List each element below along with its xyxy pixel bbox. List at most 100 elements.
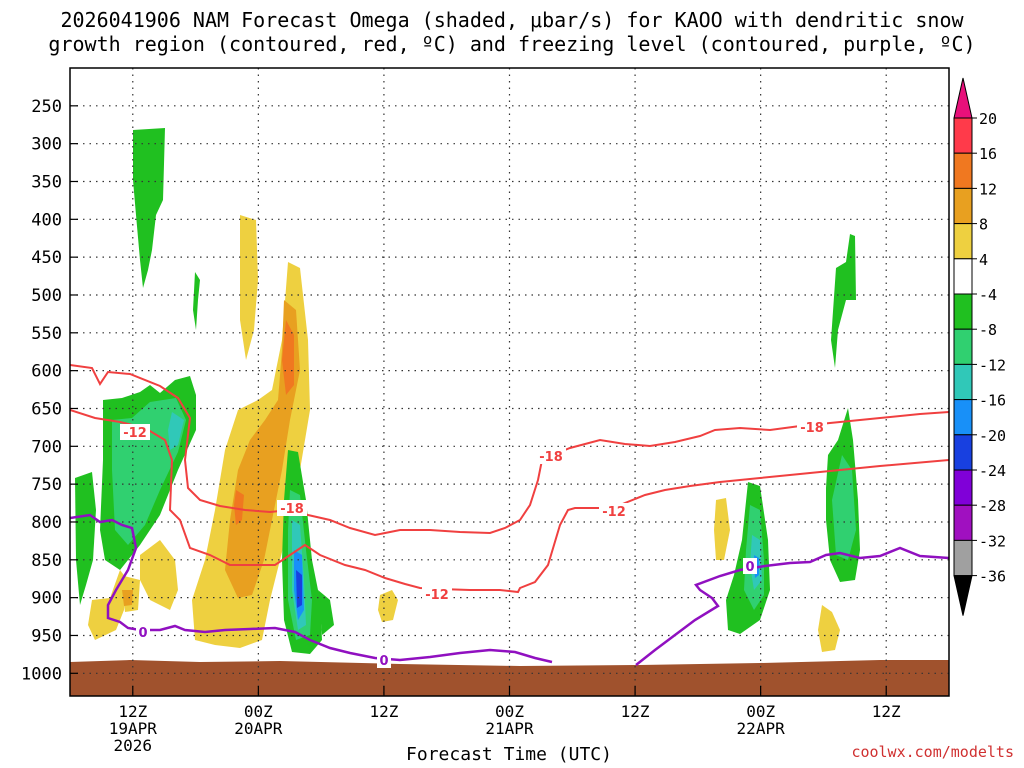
ground-fill — [70, 660, 949, 696]
x-tick-label-5-0: 00Z — [746, 702, 775, 721]
colorbar-label-11: -28 — [979, 497, 1006, 515]
colorbar-label-13: -36 — [979, 568, 1006, 586]
omega-shade — [133, 128, 165, 288]
contour-label-bg-2 — [599, 503, 629, 519]
colorbar-swatch-1 — [953, 152, 973, 189]
y-tick-label-8: 650 — [31, 399, 62, 419]
omega-shade — [225, 300, 300, 598]
x-tick-label-6-0: 12Z — [872, 702, 901, 721]
contour-label-dgz_minus12-2: -12 — [602, 505, 626, 520]
y-tick-label-14: 950 — [31, 626, 62, 646]
x-tick-label-1-0: 00Z — [244, 702, 273, 721]
contour-label-bg-5 — [797, 419, 827, 435]
contour-label-dgz_minus18-4: -18 — [539, 450, 563, 465]
contour-label-freezing-8: 0 — [745, 560, 754, 575]
x-tick-label-0-1: 19APR — [109, 719, 158, 738]
omega-shade — [240, 215, 258, 360]
colorbar-bottom-triangle — [953, 575, 973, 616]
x-tick-label-1-1: 20APR — [234, 719, 283, 738]
colorbar-label-10: -24 — [979, 462, 1006, 480]
omega-shade — [318, 590, 334, 635]
y-tick-label-13: 900 — [31, 589, 62, 609]
colorbar-swatch-3 — [953, 223, 973, 260]
colorbar-swatch-7 — [953, 363, 973, 401]
omega-shade — [122, 590, 133, 606]
contour-label-bg-0 — [120, 424, 150, 440]
x-tick-label-3-0: 00Z — [495, 702, 524, 721]
plot-area — [70, 68, 949, 696]
x-tick-label-5-1: 22APR — [737, 719, 786, 738]
y-tick-label-5: 500 — [31, 286, 62, 306]
contour-label-bg-6 — [136, 624, 150, 640]
chart-title-line1: 2026041906 NAM Forecast Omega (shaded, μ… — [60, 8, 964, 32]
colorbar-label-8: -16 — [979, 392, 1006, 410]
contour-label-dgz_minus12-1: -12 — [425, 588, 449, 603]
omega-shade — [831, 234, 856, 368]
y-tick-label-9: 700 — [31, 437, 62, 457]
omega-shade — [282, 320, 294, 395]
contour-label-freezing-7: 0 — [379, 654, 388, 669]
y-tick-label-11: 800 — [31, 513, 62, 533]
contour-label-freezing-6: 0 — [138, 626, 147, 641]
colorbar-swatch-0 — [953, 117, 973, 154]
colorbar-swatch-4 — [953, 258, 973, 295]
y-tick-label-7: 600 — [31, 362, 62, 382]
colorbar-swatch-2 — [953, 187, 973, 225]
colorbar-top-triangle — [953, 77, 973, 119]
x-axis-title: Forecast Time (UTC) — [406, 744, 612, 765]
chart-title-line2: growth region (contoured, red, ºC) and f… — [48, 32, 976, 56]
colorbar-swatch-11 — [953, 504, 973, 541]
omega-shade — [168, 412, 184, 450]
omega-shade — [832, 455, 856, 560]
colorbar-label-0: 20 — [979, 110, 997, 128]
contour-label-dgz_minus12-0: -12 — [123, 426, 147, 441]
y-tick-label-3: 400 — [31, 210, 62, 230]
contour-label-bg-1 — [422, 586, 452, 602]
freezing-contour-b — [635, 546, 949, 666]
colorbar-label-3: 8 — [979, 216, 988, 234]
y-tick-label-15: 1000 — [21, 664, 62, 684]
colorbar-label-7: -12 — [979, 356, 1006, 374]
colorbar-label-9: -20 — [979, 427, 1006, 445]
y-tick-label-6: 550 — [31, 324, 62, 344]
colorbar-swatch-6 — [953, 328, 973, 365]
x-tick-label-0-2: 2026 — [114, 736, 153, 755]
freezing-contour-a — [70, 513, 553, 664]
colorbar: 20 16 12 8 4 -4 -8 -12 -16 -20 -24 -28 -32 -36 — [953, 77, 1006, 616]
contour-label-bg-7 — [377, 652, 391, 668]
contour-labels: -12 -12 -12 -18 -18 -18 0 0 0 — [120, 419, 827, 669]
colorbar-label-1: 16 — [979, 145, 997, 163]
colorbar-swatch-10 — [953, 469, 973, 506]
omega-shading — [75, 128, 860, 654]
omega-shade — [296, 570, 302, 608]
grid — [70, 68, 949, 696]
omega-shade — [714, 498, 730, 560]
contour-label-dgz_minus18-3: -18 — [280, 502, 304, 517]
y-tick-label-2: 350 — [31, 172, 62, 192]
y-axis: 250 300 350 400 450 500 550 600 650 700 750 800 850 9… — [21, 97, 78, 684]
x-tick-label-3-1: 21APR — [485, 719, 534, 738]
colorbar-swatch-8 — [953, 399, 973, 436]
dgz-contour-minus12-b — [70, 364, 949, 537]
contour-label-bg-3 — [277, 500, 307, 516]
omega-shade — [378, 590, 398, 622]
source-watermark: coolwx.com/modelts — [851, 743, 1014, 761]
y-tick-label-4: 450 — [31, 248, 62, 268]
y-tick-label-1: 300 — [31, 135, 62, 155]
colorbar-swatch-12 — [953, 539, 973, 577]
colorbar-swatch-9 — [953, 434, 973, 471]
omega-shade — [818, 605, 840, 652]
colorbar-swatch-5 — [953, 293, 973, 330]
colorbar-label-2: 12 — [979, 180, 997, 198]
colorbar-label-6: -8 — [979, 321, 997, 339]
colorbar-label-12: -32 — [979, 532, 1006, 550]
omega-shade — [234, 490, 244, 525]
colorbar-label-5: -4 — [979, 286, 997, 304]
y-tick-label-10: 750 — [31, 475, 62, 495]
contour-label-bg-8 — [743, 558, 757, 574]
colorbar-label-4: 4 — [979, 251, 988, 269]
y-tick-label-0: 250 — [31, 97, 62, 117]
x-tick-label-2-0: 12Z — [369, 702, 398, 721]
y-tick-label-12: 850 — [31, 551, 62, 571]
